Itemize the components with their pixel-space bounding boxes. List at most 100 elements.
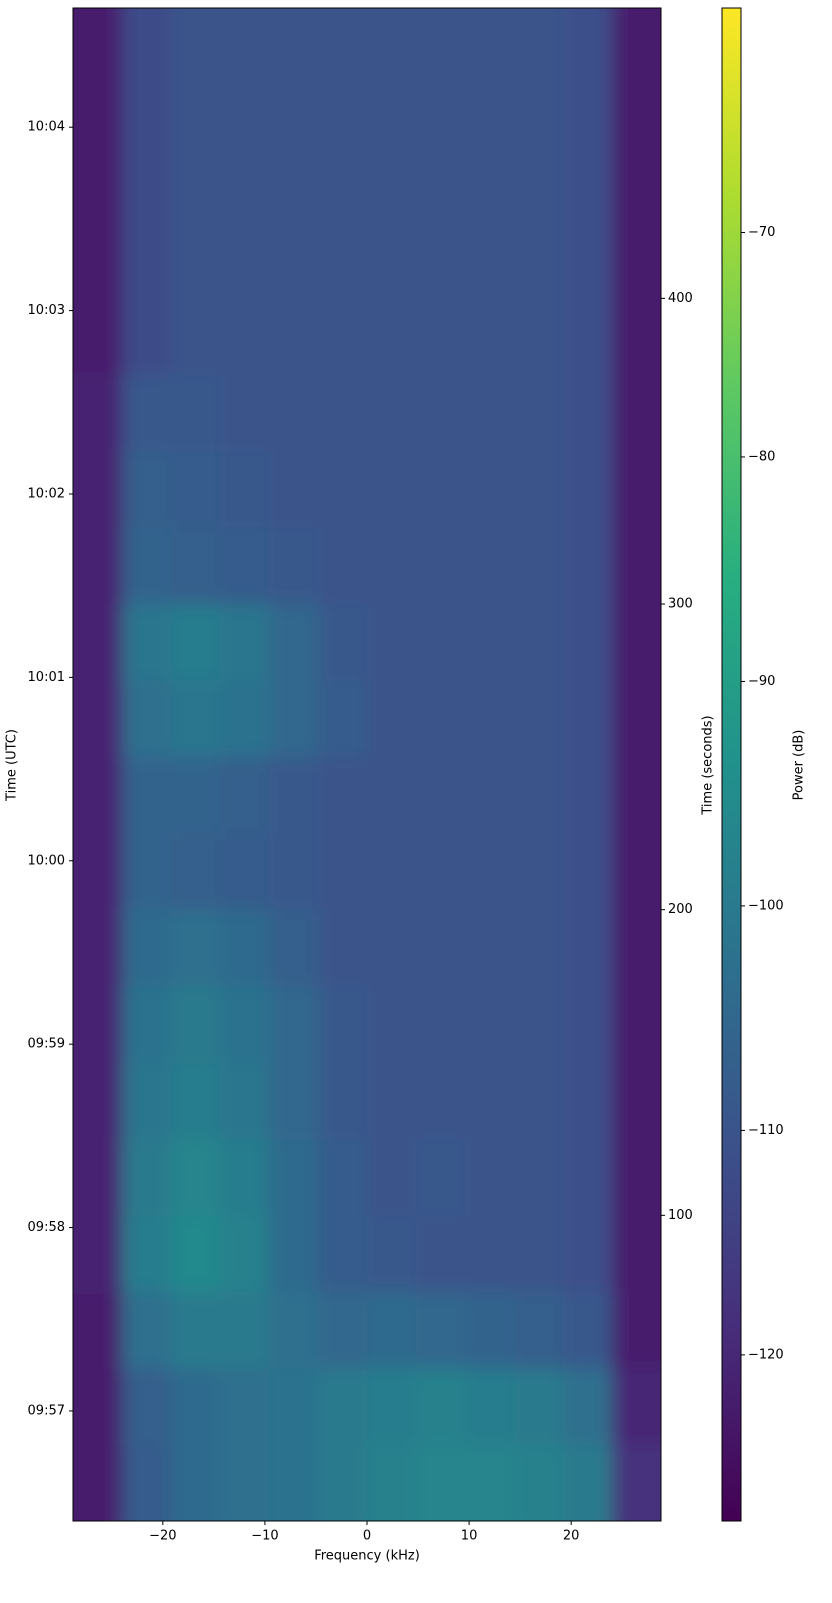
heatmap-cell: [514, 8, 563, 70]
heatmap-cell: [465, 145, 514, 222]
heatmap-cell: [269, 680, 318, 757]
heatmap-cell: [563, 604, 612, 681]
heatmap-cell: [514, 756, 563, 834]
heatmap-cell: [367, 8, 416, 70]
colorbar-tick-label: −90: [748, 674, 775, 689]
heatmap-cell: [122, 298, 171, 375]
heatmap-cell: [171, 1444, 220, 1521]
heatmap-cell: [367, 69, 416, 146]
heatmap-cell: [416, 69, 465, 146]
heatmap-cell: [465, 1291, 514, 1369]
heatmap-cell: [220, 1444, 269, 1521]
heatmap-cell: [318, 604, 367, 681]
heatmap-cell: [318, 145, 367, 222]
heatmap-cell: [73, 1444, 122, 1521]
heatmap-cell: [465, 1138, 514, 1216]
heatmap-cell: [122, 986, 171, 1063]
heatmap-cell: [269, 527, 318, 605]
heatmap-cell: [269, 145, 318, 222]
x-tick-label: 20: [563, 1529, 580, 1544]
heatmap-cell: [269, 1444, 318, 1521]
heatmap-cell: [122, 145, 171, 222]
heatmap-cell: [171, 756, 220, 834]
heatmap-cell: [73, 527, 122, 605]
heatmap-cell: [73, 680, 122, 757]
heatmap-cell: [269, 986, 318, 1063]
heatmap-cell: [220, 221, 269, 299]
heatmap-cell: [367, 145, 416, 222]
heatmap-cell: [122, 1215, 171, 1292]
heatmap-cell: [563, 221, 612, 299]
y2-tick-label: 300: [668, 597, 693, 612]
heatmap-cell: [73, 221, 122, 299]
heatmap-cell: [318, 298, 367, 375]
heatmap-cell: [318, 756, 367, 834]
heatmap-cell: [563, 298, 612, 375]
heatmap-cell: [269, 833, 318, 910]
heatmap-cell: [514, 69, 563, 146]
heatmap-cell: [171, 1062, 220, 1139]
heatmap-cell: [122, 680, 171, 757]
heatmap-cell: [465, 604, 514, 681]
heatmap-cell: [171, 221, 220, 299]
heatmap-cell: [416, 298, 465, 375]
heatmap-cell: [367, 1444, 416, 1521]
y2-tick-label: 200: [668, 902, 693, 917]
heatmap-cell: [465, 8, 514, 70]
heatmap-cell: [612, 451, 661, 528]
heatmap-cell: [416, 1215, 465, 1292]
heatmap-cell: [416, 8, 465, 70]
heatmap-cell: [122, 756, 171, 834]
heatmap-cell: [514, 1138, 563, 1216]
heatmap-cell: [563, 145, 612, 222]
spectrogram: [73, 8, 661, 1521]
heatmap-cell: [73, 833, 122, 910]
heatmap-cell: [220, 909, 269, 987]
heatmap-cell: [122, 69, 171, 146]
heatmap-cell: [367, 604, 416, 681]
heatmap-cell: [563, 374, 612, 452]
heatmap-cell: [514, 680, 563, 757]
heatmap-cell: [514, 298, 563, 375]
heatmap-cell: [514, 1291, 563, 1369]
heatmap-cell: [465, 680, 514, 757]
heatmap-cell: [367, 1368, 416, 1445]
heatmap-cell: [563, 1215, 612, 1292]
heatmap-cell: [612, 1138, 661, 1216]
heatmap-cell: [416, 1368, 465, 1445]
heatmap-cell: [514, 1215, 563, 1292]
heatmap-cell: [171, 8, 220, 70]
heatmap-cell: [122, 1138, 171, 1216]
heatmap-cell: [612, 1368, 661, 1445]
heatmap-cell: [73, 1215, 122, 1292]
heatmap-cell: [318, 680, 367, 757]
heatmap-cell: [514, 986, 563, 1063]
heatmap-cell: [220, 833, 269, 910]
heatmap-cell: [367, 986, 416, 1063]
heatmap-cell: [465, 986, 514, 1063]
y-tick-label: 09:59: [28, 1037, 65, 1052]
heatmap-cell: [73, 298, 122, 375]
heatmap-cell: [122, 8, 171, 70]
y-tick-label: 10:02: [28, 486, 65, 501]
heatmap-cell: [465, 69, 514, 146]
heatmap-cell: [220, 69, 269, 146]
heatmap-cell: [465, 221, 514, 299]
heatmap-cell: [367, 298, 416, 375]
heatmap-cell: [563, 1444, 612, 1521]
heatmap-cell: [416, 1291, 465, 1369]
heatmap-cell: [171, 909, 220, 987]
heatmap-cell: [465, 1368, 514, 1445]
x-tick-label: −20: [149, 1529, 176, 1544]
heatmap-cell: [514, 527, 563, 605]
heatmap-cell: [171, 1215, 220, 1292]
heatmap-cell: [612, 680, 661, 757]
heatmap-cell: [171, 604, 220, 681]
heatmap-cell: [220, 1368, 269, 1445]
x-tick-label: −10: [251, 1529, 278, 1544]
heatmap-cell: [367, 451, 416, 528]
heatmap-cell: [269, 8, 318, 70]
heatmap-cell: [122, 374, 171, 452]
heatmap-cell: [563, 69, 612, 146]
